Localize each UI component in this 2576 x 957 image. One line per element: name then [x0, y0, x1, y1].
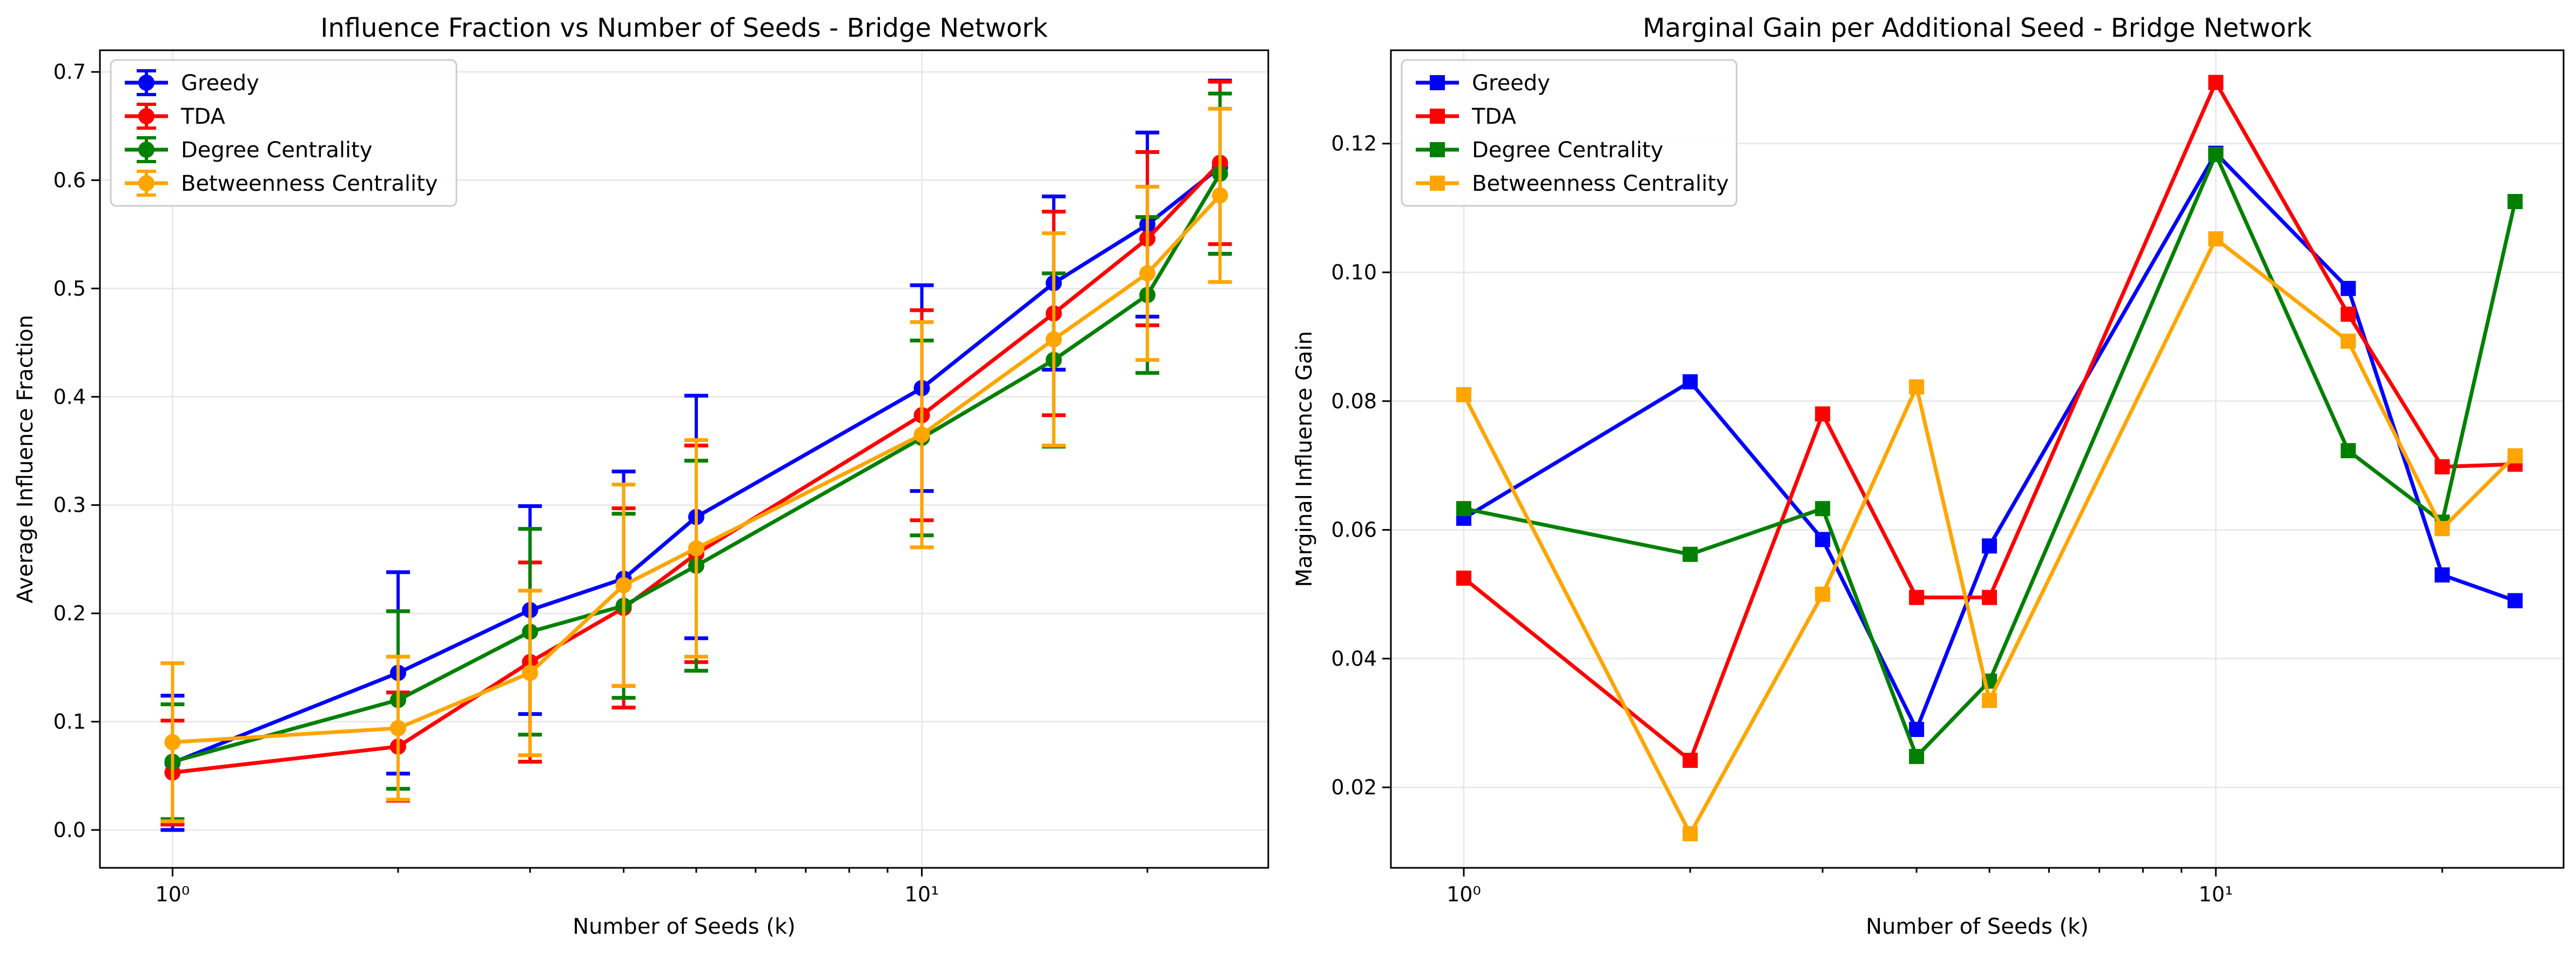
data-point	[164, 734, 181, 751]
legend-marker	[1430, 109, 1445, 124]
chart-title: Influence Fraction vs Number of Seeds - …	[320, 13, 1048, 43]
y-tick-label: 0.3	[53, 493, 86, 517]
data-point	[1139, 265, 1156, 282]
y-tick-label: 0.10	[1331, 260, 1377, 284]
legend-label: TDA	[1471, 104, 1517, 129]
legend-label: Betweenness Centrality	[181, 171, 438, 196]
data-point	[2507, 448, 2523, 464]
data-point	[1683, 546, 1698, 562]
legend-label: Betweenness Centrality	[1472, 171, 1729, 196]
data-point	[522, 665, 539, 681]
data-point	[2208, 231, 2224, 247]
legend-box	[110, 59, 458, 207]
data-point	[390, 720, 407, 737]
y-axis-label: Marginal Influence Gain	[1292, 331, 1317, 587]
y-axis-label: Average Influence Fraction	[13, 315, 38, 604]
data-point	[913, 426, 930, 443]
data-point	[2507, 193, 2523, 209]
y-tick-label: 0.08	[1331, 389, 1377, 413]
data-point	[1456, 387, 1471, 403]
data-point	[1815, 532, 1831, 547]
data-point	[1456, 570, 1471, 586]
legend: Greedy TDA Degree Centrality Betweenness Ce…	[110, 59, 458, 207]
data-point	[1909, 379, 1925, 395]
y-tick-label: 0.7	[53, 60, 86, 84]
data-point	[1683, 753, 1698, 768]
x-axis-label: Number of Seeds (k)	[1866, 914, 2089, 939]
legend-marker	[138, 175, 154, 191]
y-tick-label: 0.04	[1331, 647, 1377, 671]
series-betweenness-centrality	[160, 106, 1232, 824]
y-tick-label: 0.02	[1331, 775, 1377, 799]
data-point	[2340, 443, 2356, 459]
y-tick-label: 0.4	[53, 385, 86, 409]
y-tick-label: 0.06	[1331, 518, 1377, 542]
legend-label: Greedy	[1472, 71, 1550, 96]
data-point	[1212, 187, 1228, 204]
chart-panel-2: 10⁰ 10¹ 0.02 0.04 0.06 0.08 0.10 0.12 Marginal G…	[1292, 13, 2565, 939]
y-tick-label: 0.5	[53, 277, 86, 300]
x-tick-label: 10¹	[2198, 882, 2233, 906]
chart-title: Marginal Gain per Additional Seed - Brid…	[1643, 13, 2312, 43]
series-line	[1463, 152, 2517, 759]
data-point	[1456, 501, 1471, 517]
y-tick-label: 0.6	[53, 168, 86, 192]
data-point	[1909, 748, 1925, 764]
series-betweenness-centrality	[1456, 231, 2523, 841]
series-line	[1463, 151, 2516, 732]
chart-panel-1: 10⁰ 10¹ 0.0 0.1 0.2 0.3 0.4 0.5 0.6 0.7 Influence …	[13, 13, 1269, 939]
data-point	[2208, 146, 2224, 162]
x-tick-label: 10⁰	[1447, 882, 1481, 906]
y-tick-label: 0.12	[1331, 132, 1377, 156]
y-tick-label: 0.0	[53, 818, 86, 842]
series-degree-centrality	[1456, 146, 2523, 764]
data-point	[1815, 406, 1831, 422]
series-tda	[1456, 75, 2523, 768]
legend-marker	[138, 142, 154, 158]
data-point	[1045, 331, 1062, 348]
data-point	[2434, 567, 2450, 583]
data-point	[2340, 306, 2356, 322]
legend-box	[1401, 59, 1738, 207]
legend-label: TDA	[180, 104, 226, 129]
axes-frame	[99, 49, 1269, 869]
data-point	[1683, 826, 1698, 841]
x-tick-label: 10¹	[905, 882, 939, 906]
legend-marker	[138, 108, 154, 124]
data-point	[1982, 538, 1997, 554]
data-point	[2208, 75, 2224, 90]
legend: Greedy TDA Degree Centrality Betweenness Ce…	[1401, 59, 1738, 207]
data-point	[1982, 693, 1997, 708]
legend-marker	[1430, 176, 1445, 191]
data-point	[615, 577, 632, 593]
x-axis-label: Number of Seeds (k)	[573, 914, 796, 939]
y-tick-label: 0.2	[53, 601, 86, 625]
data-point	[1982, 590, 1997, 605]
legend-label: Degree Centrality	[181, 138, 372, 163]
data-point	[1909, 590, 1925, 605]
data-point	[1683, 374, 1698, 390]
data-point	[2340, 333, 2356, 349]
data-point	[1815, 501, 1831, 517]
data-point	[1815, 586, 1831, 602]
data-point	[2434, 459, 2450, 474]
legend-marker	[1430, 142, 1445, 157]
data-point	[1909, 721, 1925, 737]
axes-frame	[1390, 49, 2565, 869]
data-point	[2340, 280, 2356, 296]
legend-marker	[138, 75, 154, 91]
data-point	[2434, 521, 2450, 537]
legend-label: Greedy	[181, 71, 259, 96]
legend-marker	[1430, 75, 1445, 90]
data-point	[2507, 593, 2523, 608]
data-point	[688, 540, 705, 557]
legend-label: Degree Centrality	[1472, 138, 1663, 163]
series-greedy	[1456, 145, 2523, 737]
y-tick-label: 0.1	[53, 710, 86, 733]
x-tick-label: 10⁰	[156, 882, 190, 906]
